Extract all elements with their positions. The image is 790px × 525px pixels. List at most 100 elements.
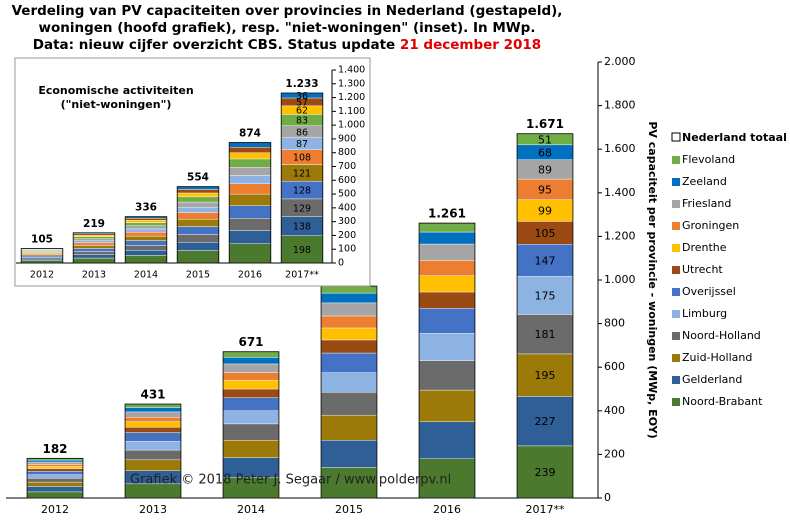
title-highlight: 21 december 2018: [400, 37, 541, 53]
x-tick-label: 2016: [238, 270, 262, 281]
total-label: 874: [239, 128, 261, 140]
segment-label: 121: [293, 168, 311, 179]
bar-segment: [176, 234, 219, 243]
x-tick-label: 2015: [335, 503, 363, 516]
legend-label: Groningen: [682, 219, 739, 232]
bar-segment: [72, 234, 115, 237]
segment-label: 147: [535, 254, 556, 267]
bar-segment: [320, 392, 378, 416]
bar-segment: [228, 158, 271, 168]
bar-segment: [418, 389, 476, 422]
y-tick-label: 600: [604, 360, 625, 373]
legend-swatch: [672, 354, 680, 362]
bar-segment: [228, 142, 271, 148]
legend-label: Friesland: [682, 197, 731, 210]
legend-label: Drenthe: [682, 241, 727, 254]
bar-segment: [124, 245, 167, 251]
total-label: 105: [31, 234, 53, 246]
bar-segment: [418, 291, 476, 309]
bar-segment: [72, 248, 115, 252]
bar-segment: [320, 327, 378, 341]
bar-segment: [222, 423, 280, 441]
y-tick-label: 1.800: [604, 99, 636, 112]
bar-segment: [21, 257, 63, 260]
bar-segment: [124, 407, 182, 413]
legend-label: Gelderland: [682, 373, 742, 386]
bar-segment: [320, 292, 378, 304]
bar-segment: [124, 426, 182, 433]
bar-segment: [222, 380, 280, 390]
bar-segment: [222, 372, 280, 381]
bar-segment: [124, 250, 167, 256]
legend-label: Flevoland: [682, 153, 735, 166]
segment-label: 68: [538, 146, 552, 159]
bar-segment: [26, 464, 84, 467]
bar-segment: [176, 189, 219, 194]
x-tick-label: 2017**: [285, 270, 319, 281]
legend-label: Utrecht: [682, 263, 723, 276]
bar-segment: [320, 440, 378, 468]
bar-segment: [124, 222, 167, 226]
bar-segment: [516, 244, 574, 277]
bar-segment: [26, 474, 84, 479]
bar-segment: [124, 449, 182, 461]
segment-label: 57: [296, 97, 308, 108]
bar-segment: [418, 333, 476, 361]
legend-label: Nederland totaal: [682, 131, 787, 144]
bar-segment: [124, 459, 182, 471]
bar-segment: [72, 251, 115, 255]
y-tick-label: 1.000: [604, 273, 636, 286]
legend-swatch: [672, 332, 680, 340]
bar-segment: [26, 459, 84, 463]
legend-swatch: [671, 132, 681, 142]
x-tick-label: 2012: [41, 503, 69, 516]
bar-segment: [176, 207, 219, 213]
bar-segment: [176, 201, 219, 208]
segment-label: 138: [293, 222, 311, 233]
legend-label: Overijssel: [682, 285, 736, 298]
bar-segment: [26, 491, 84, 499]
bar-segment: [176, 212, 219, 220]
total-label: 336: [135, 202, 157, 214]
total-outline: [176, 186, 220, 264]
bar-segment: [72, 254, 115, 259]
x-tick-label: 2016: [433, 503, 461, 516]
bar-segment: [124, 441, 182, 451]
bar-segment: [418, 421, 476, 459]
y-tick-label: 900: [338, 133, 356, 144]
bar-segment: [124, 432, 182, 442]
bar-segment: [418, 308, 476, 334]
legend-swatch: [672, 288, 680, 296]
total-outline: [26, 457, 84, 499]
bar-segment: [320, 352, 378, 373]
bar-segment: [418, 360, 476, 391]
inset-title: Economische activiteiten: [38, 84, 193, 97]
y-axis-label: PV capaciteit per provincie - woningen (…: [646, 121, 659, 438]
bar-segment: [26, 486, 84, 493]
bar-segment: [228, 166, 271, 176]
title-text: Data: nieuw cijfer overzicht CBS. Status…: [33, 37, 400, 53]
bar-segment: [320, 315, 378, 329]
bar-segment: [26, 470, 84, 475]
total-outline: [418, 222, 476, 499]
y-tick-label: 1.200: [604, 229, 636, 242]
bar-segment: [418, 458, 476, 499]
bar-segment: [516, 396, 574, 447]
x-tick-label: 2013: [82, 270, 106, 281]
legend-swatch: [672, 398, 680, 406]
legend-swatch: [672, 266, 680, 274]
bar-segment: [124, 411, 182, 418]
bar-segment: [176, 242, 219, 251]
total-label: 219: [83, 218, 105, 230]
legend-swatch: [672, 178, 680, 186]
y-tick-label: 500: [338, 189, 356, 200]
inset-title: ("niet-woningen"): [61, 98, 172, 111]
chart-title: woningen (hoofd grafiek), resp. "niet-wo…: [39, 20, 536, 36]
bar-segment: [176, 226, 219, 235]
total-outline: [516, 133, 574, 499]
x-tick-label: 2017**: [526, 503, 565, 516]
bar-segment: [222, 410, 280, 425]
bar-segment: [418, 243, 476, 261]
bar-segment: [26, 481, 84, 487]
bar-segment: [72, 257, 115, 264]
